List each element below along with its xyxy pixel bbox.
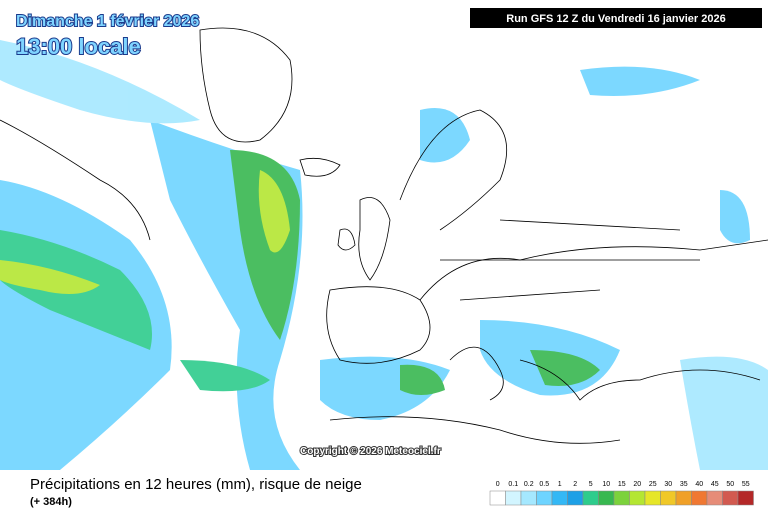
legend-swatch <box>706 490 723 506</box>
precipitation <box>0 40 768 470</box>
legend-label: 35 <box>680 481 688 488</box>
caption-title: Précipitations en 12 heures (mm), risque… <box>30 476 362 493</box>
legend-label: 15 <box>618 481 626 488</box>
legend-swatch <box>598 490 615 506</box>
legend-label: 0 <box>496 481 500 488</box>
legend-label: 2 <box>573 481 577 488</box>
legend-label: 0.1 <box>508 481 518 488</box>
coastlines <box>0 27 768 444</box>
legend-swatch <box>536 490 553 506</box>
legend-label: 30 <box>664 481 672 488</box>
legend-label: 0.5 <box>539 481 549 488</box>
legend-swatch <box>660 490 677 506</box>
date-label: Dimanche 1 février 2026 <box>16 13 199 30</box>
legend-label: 10 <box>602 481 610 488</box>
legend-label: 45 <box>711 481 719 488</box>
legend-label: 1 <box>558 481 562 488</box>
legend-swatch <box>691 490 708 506</box>
legend-swatch <box>489 490 506 506</box>
legend-label: 25 <box>649 481 657 488</box>
copyright: Copyright © 2026 Meteociel.fr <box>300 446 441 457</box>
legend-swatch <box>737 490 754 506</box>
legend-swatch <box>551 490 568 506</box>
run-label: Run GFS 12 Z du Vendredi 16 janvier 2026 <box>506 13 725 25</box>
legend-swatch <box>567 490 584 506</box>
legend-label: 5 <box>589 481 593 488</box>
legend-swatch <box>629 490 646 506</box>
time-label: 13:00 locale <box>16 34 141 59</box>
legend-swatch <box>582 490 599 506</box>
legend-swatch <box>505 490 522 506</box>
legend-swatch <box>520 490 537 506</box>
legend-swatch <box>675 490 692 506</box>
run-box <box>470 8 762 28</box>
legend: 0 0.1 0.2 0.5 1 2 5 10 15 20 25 30 35 40 45 50 55 <box>489 481 754 506</box>
legend-swatch <box>644 490 661 506</box>
legend-label: 0.2 <box>524 481 534 488</box>
legend-label: 55 <box>742 481 750 488</box>
caption-lead: (+ 384h) <box>30 496 72 508</box>
legend-swatch <box>722 490 739 506</box>
legend-label: 20 <box>633 481 641 488</box>
legend-label: 40 <box>695 481 703 488</box>
legend-swatch <box>613 490 630 506</box>
legend-label: 50 <box>726 481 734 488</box>
